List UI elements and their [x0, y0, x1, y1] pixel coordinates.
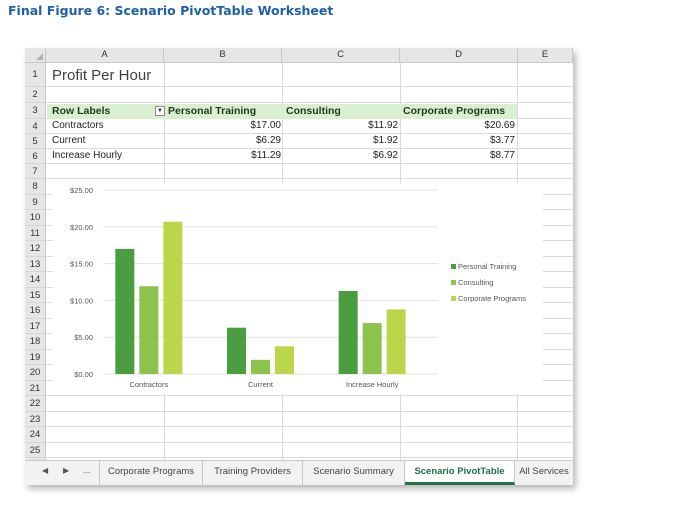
header-corporate-programs[interactable]: Corporate Programs — [403, 105, 506, 117]
gridline — [46, 148, 573, 149]
cell-value[interactable]: $3.77 — [489, 135, 515, 146]
cell-value[interactable]: $6.29 — [255, 135, 281, 146]
row-header[interactable]: 9 — [25, 194, 46, 210]
cell-value[interactable]: $1.92 — [372, 135, 398, 146]
excel-window: A B C D E 1 2 3 4 5 6 7 8 9 10 11 12 13 14 15 16 17 18 19 2… — [25, 48, 573, 485]
gridline — [46, 426, 573, 427]
row-header[interactable]: 26 — [25, 458, 46, 460]
x-tick-label: Current — [248, 380, 274, 389]
gridline — [46, 395, 573, 396]
select-all-corner[interactable] — [25, 48, 46, 63]
row-header[interactable]: 25 — [25, 442, 46, 458]
gridline — [46, 102, 573, 103]
gridline — [46, 163, 573, 164]
row-label-increase-hourly[interactable]: Increase Hourly — [52, 150, 123, 161]
row-header[interactable]: 18 — [25, 334, 46, 350]
bar-corporate-programs-current — [275, 346, 294, 374]
tab-training-providers[interactable]: Training Providers — [203, 461, 303, 485]
row-header[interactable]: 7 — [25, 164, 46, 179]
triangle-left-icon[interactable]: ◀ — [42, 466, 49, 475]
tab-scenario-summary[interactable]: Scenario Summary — [303, 461, 405, 485]
tab-corporate-programs[interactable]: Corporate Programs — [99, 461, 203, 485]
row-header[interactable]: 1 — [25, 63, 46, 87]
cell-value[interactable]: $11.29 — [251, 150, 281, 161]
row-header[interactable]: 23 — [25, 411, 46, 427]
bar-consulting-current — [251, 359, 270, 374]
row-header[interactable]: 21 — [25, 380, 46, 396]
chart-svg: $25.00 $20.00 $15.00 $10.00 $5.00 $0.00 Contra… — [70, 186, 526, 389]
row-header[interactable]: 24 — [25, 427, 46, 443]
row-header[interactable]: 2 — [25, 87, 46, 103]
triangle-right-icon[interactable]: ▶ — [63, 466, 70, 475]
x-tick-label: Increase Hourly — [346, 380, 399, 389]
row-header[interactable]: 20 — [25, 365, 46, 381]
gridline — [46, 457, 573, 458]
column-header-b[interactable]: B — [164, 48, 282, 63]
row-header[interactable]: 4 — [25, 119, 46, 134]
row-header[interactable]: 19 — [25, 349, 46, 365]
column-header-d[interactable]: D — [400, 48, 518, 63]
row-header[interactable]: 15 — [25, 287, 46, 303]
legend-label: Consulting — [458, 278, 493, 287]
row-header[interactable]: 11 — [25, 225, 46, 241]
cell-value[interactable]: $17.00 — [250, 120, 281, 131]
column-header-c[interactable]: C — [282, 48, 400, 63]
gridline — [46, 441, 573, 443]
row-header[interactable]: 14 — [25, 272, 46, 288]
row-header[interactable]: 22 — [25, 396, 46, 412]
cell-value[interactable]: $8.77 — [489, 150, 515, 161]
row-header[interactable]: 5 — [25, 134, 46, 149]
x-tick-label: Contractors — [129, 380, 168, 389]
legend-swatch — [451, 280, 456, 285]
legend-swatch — [451, 264, 456, 269]
row-header[interactable]: 17 — [25, 318, 46, 334]
bar-personal-training-contractors — [115, 248, 135, 374]
bar-personal-training-increase-hourly — [338, 290, 358, 374]
y-tick-label: $0.00 — [74, 370, 93, 379]
bar-corporate-programs-increase-hourly — [386, 309, 406, 374]
row-header[interactable]: 16 — [25, 303, 46, 319]
bar-personal-training-current — [227, 327, 246, 374]
row-header[interactable]: 6 — [25, 149, 46, 164]
gridline — [46, 178, 573, 179]
y-tick-label: $15.00 — [70, 260, 93, 269]
tab-scenario-pivottable[interactable]: Scenario PivotTable — [405, 461, 515, 485]
cell-value[interactable]: $11.92 — [368, 120, 398, 131]
row-header[interactable]: 13 — [25, 256, 46, 272]
y-tick-label: $10.00 — [70, 296, 93, 305]
bar-corporate-programs-contractors — [163, 221, 183, 374]
header-personal-training[interactable]: Personal Training — [168, 105, 257, 117]
cell-value[interactable]: $6.92 — [372, 150, 398, 161]
legend-swatch — [451, 296, 456, 301]
sheet-title-cell[interactable]: Profit Per Hour — [52, 67, 152, 84]
y-tick-label: $20.00 — [70, 223, 93, 232]
tabs-overflow-ellipsis[interactable]: ... — [83, 465, 91, 475]
worksheet-grid: A B C D E 1 2 3 4 5 6 7 8 9 10 11 12 13 14 15 16 17 18 19 2… — [25, 48, 573, 460]
sheet-tab-bar: ◀ ▶ ... Corporate Programs Training Prov… — [25, 460, 573, 485]
legend-label: Corporate Programs — [458, 294, 526, 303]
bar-consulting-increase-hourly — [362, 323, 382, 374]
row-label-contractors[interactable]: Contractors — [52, 120, 104, 131]
column-header-e[interactable]: E — [518, 48, 573, 63]
cell-value[interactable]: $20.69 — [484, 120, 515, 131]
gridline — [46, 410, 573, 412]
y-tick-label: $5.00 — [74, 333, 93, 342]
legend-label: Personal Training — [458, 262, 516, 271]
header-consulting[interactable]: Consulting — [286, 105, 341, 117]
gridline — [46, 133, 573, 134]
tab-all-services[interactable]: All Services — [519, 466, 569, 477]
row-header[interactable]: 3 — [25, 103, 46, 119]
gridline — [46, 86, 573, 87]
dropdown-filter-icon[interactable]: ▼ — [155, 106, 165, 116]
column-header-a[interactable]: A — [46, 48, 164, 63]
row-label-current[interactable]: Current — [52, 135, 86, 146]
y-tick-label: $25.00 — [70, 186, 93, 195]
figure-title: Final Figure 6: Scenario PivotTable Work… — [8, 3, 334, 18]
pivot-chart[interactable]: $25.00 $20.00 $15.00 $10.00 $5.00 $0.00 Contra… — [53, 184, 543, 394]
row-labels-header[interactable]: Row Labels — [52, 105, 111, 117]
bar-consulting-contractors — [139, 286, 159, 374]
row-header[interactable]: 8 — [25, 179, 46, 195]
row-header[interactable]: 12 — [25, 241, 46, 257]
row-header[interactable]: 10 — [25, 210, 46, 226]
